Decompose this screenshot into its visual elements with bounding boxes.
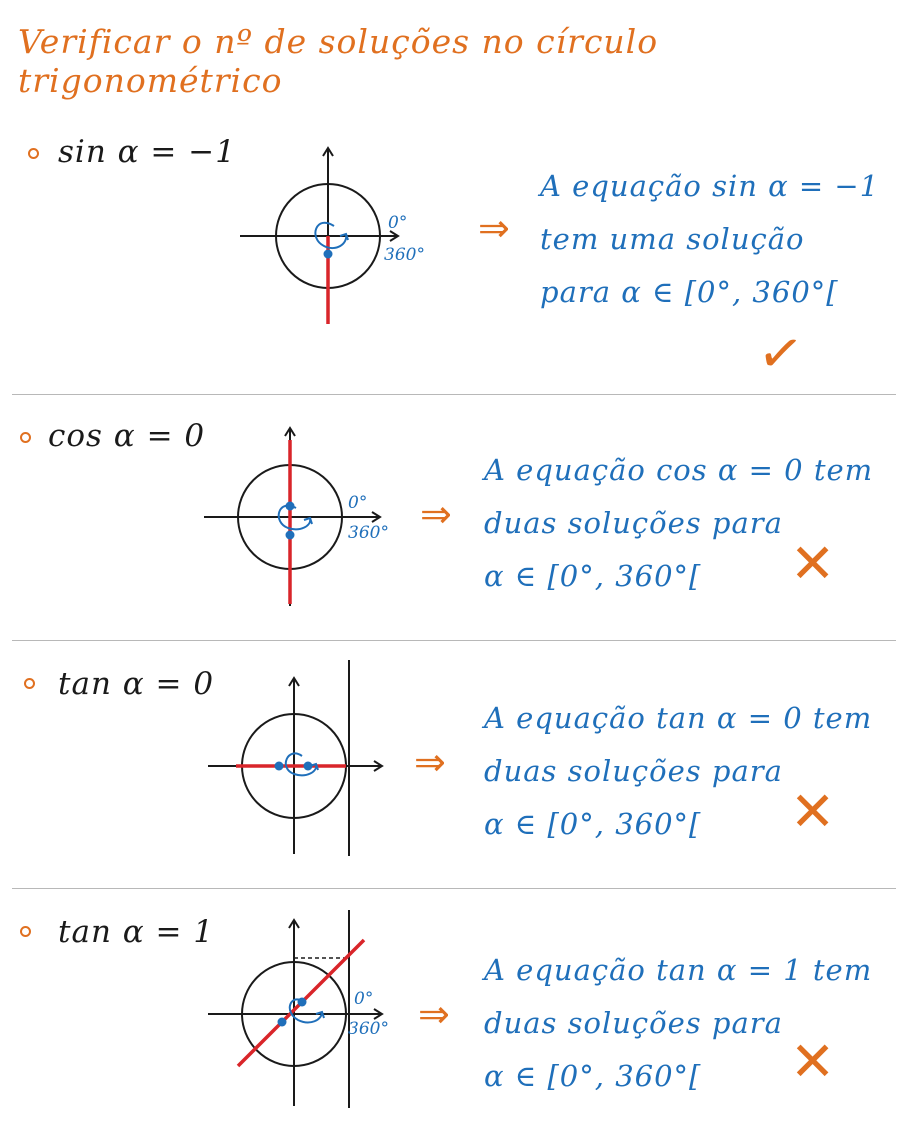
conclusion-line: A equação sin α = −1 xyxy=(540,169,880,203)
unit-circle-figure: 0° 360° xyxy=(208,910,389,1108)
conclusion-line: para α ∈ [0°, 360°[ xyxy=(540,275,839,309)
rotation-arrow-icon xyxy=(277,504,312,531)
equation: tan α = 1 xyxy=(58,914,215,950)
section-tan-one: tan α = 1 0° 360° ⇒ A equação tan α = 1 … xyxy=(0,890,900,1138)
x-axis-arrowhead xyxy=(373,1008,384,1020)
section-tan-zero: tan α = 0 ⇒ A equação tan α = 0 tem duas… xyxy=(0,642,900,886)
bullet-icon xyxy=(28,148,39,159)
solution-point xyxy=(323,249,333,259)
conclusion-text: A equação tan α = 0 tem duas soluções pa… xyxy=(484,692,872,851)
implies-arrow-icon: ⇒ xyxy=(478,206,510,250)
conclusion-line: A equação cos α = 0 tem xyxy=(484,453,874,487)
y-axis-arrowhead xyxy=(284,426,296,437)
rotation-arrow-icon xyxy=(284,752,318,777)
bullet-icon xyxy=(24,678,35,689)
page-title: Verificar o nº de soluções no círculo tr… xyxy=(18,22,659,100)
solution-point xyxy=(274,761,284,771)
label-360-degrees: 360° xyxy=(348,523,389,543)
solution-point xyxy=(277,1017,287,1027)
y-axis-arrowhead xyxy=(288,918,300,929)
conclusion-line: A equação tan α = 0 tem xyxy=(484,701,873,735)
label-360-degrees: 360° xyxy=(348,1019,389,1039)
y-axis-arrowhead xyxy=(322,146,334,157)
conclusion-text: A equação tan α = 1 tem duas soluções pa… xyxy=(484,944,872,1103)
conclusion-text: A equação cos α = 0 tem duas soluções pa… xyxy=(484,444,873,603)
section-cos-zero: cos α = 0 0° 360° ⇒ A equação cos α = 0 … xyxy=(0,396,900,640)
x-axis-arrowhead xyxy=(389,230,400,242)
solution-point xyxy=(285,530,295,540)
divider xyxy=(12,888,896,889)
conclusion-line: duas soluções para xyxy=(484,506,783,540)
unit-circle-figure xyxy=(208,660,384,856)
x-axis-arrowhead xyxy=(373,760,384,772)
solution-point xyxy=(297,997,307,1007)
conclusion-line: α ∈ [0°, 360°[ xyxy=(484,1059,702,1093)
bullet-icon xyxy=(20,432,31,443)
cross-mark-icon: ✕ xyxy=(790,780,836,843)
conclusion-line: A equação tan α = 1 tem xyxy=(484,953,873,987)
implies-arrow-icon: ⇒ xyxy=(414,740,446,784)
equation: sin α = −1 xyxy=(58,134,236,170)
y-axis-arrowhead xyxy=(288,676,300,687)
divider xyxy=(12,394,896,395)
rotation-arrow-icon xyxy=(288,998,323,1024)
label-360-degrees: 360° xyxy=(384,245,425,265)
solution-point xyxy=(285,501,295,511)
solution-point xyxy=(303,761,313,771)
equation: cos α = 0 xyxy=(48,418,206,454)
label-0-degrees: 0° xyxy=(388,213,407,233)
label-0-degrees: 0° xyxy=(354,989,373,1009)
cross-mark-icon: ✕ xyxy=(790,1030,836,1093)
divider xyxy=(12,640,896,641)
conclusion-line: tem uma solução xyxy=(540,222,805,256)
cross-mark-icon: ✕ xyxy=(790,532,836,595)
label-0-degrees: 0° xyxy=(348,493,367,513)
unit-circle-figure: 0° 360° xyxy=(204,426,389,606)
bullet-icon xyxy=(20,926,31,937)
equation: tan α = 0 xyxy=(58,666,215,702)
check-mark-icon: ✓ xyxy=(753,319,808,388)
section-sin-minus-one: sin α = −1 0° 360° ⇒ A equação sin α = −… xyxy=(0,0,900,390)
conclusion-line: duas soluções para xyxy=(484,1006,783,1040)
rotation-arrow-icon xyxy=(314,221,348,250)
implies-arrow-icon: ⇒ xyxy=(420,492,452,536)
x-axis-arrowhead xyxy=(371,511,382,523)
conclusion-line: duas soluções para xyxy=(484,754,783,788)
implies-arrow-icon: ⇒ xyxy=(418,992,450,1036)
conclusion-text: A equação sin α = −1 tem uma solução par… xyxy=(540,160,879,319)
unit-circle-figure: 0° 360° xyxy=(240,146,425,324)
conclusion-line: α ∈ [0°, 360°[ xyxy=(484,807,702,841)
conclusion-line: α ∈ [0°, 360°[ xyxy=(484,559,702,593)
